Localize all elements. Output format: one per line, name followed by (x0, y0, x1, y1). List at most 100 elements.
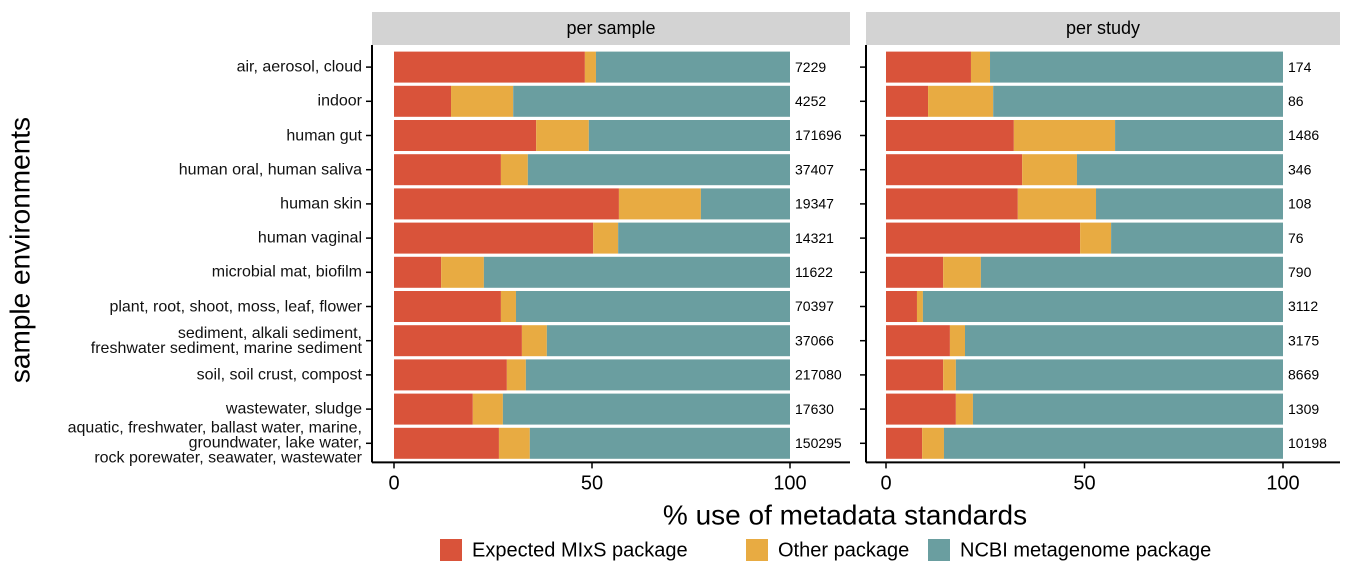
bar-segment (886, 222, 1081, 254)
y-tick-label: air, aerosol, cloud (236, 58, 362, 76)
bar-segment (506, 359, 526, 391)
bar-segment (546, 325, 790, 357)
count-label: 108 (1288, 196, 1312, 212)
bar-segment (498, 427, 530, 459)
bar-segment (451, 85, 514, 117)
bar-segment (527, 154, 790, 186)
strip (372, 12, 850, 45)
count-label: 217080 (795, 367, 842, 383)
bar-segment (536, 120, 589, 151)
bar-segment (955, 393, 973, 425)
bar-segment (700, 188, 790, 220)
legend-label: NCBI metagenome package (960, 539, 1211, 561)
bar-segment (886, 291, 917, 322)
y-tick-label: microbial mat, biofilm (211, 263, 362, 281)
panel-title: per study (1066, 18, 1140, 38)
count-label: 11622 (795, 264, 833, 280)
y-tick-label: human vaginal (257, 229, 362, 247)
bar-segment (394, 188, 619, 220)
y-tick-label: aquatic, freshwater, ballast water, mari… (67, 419, 362, 467)
bar-segment (593, 222, 619, 254)
y-tick-label: human oral, human saliva (178, 161, 362, 179)
y-tick-label: wastewater, sludge (225, 400, 362, 418)
y-tick-label: sediment, alkali sediment, freshwater se… (90, 324, 362, 357)
bar-segment (922, 291, 1283, 322)
bar-segment (928, 85, 994, 117)
bar-segment (521, 325, 547, 357)
bar-segment (394, 427, 499, 459)
bar-segment (584, 51, 596, 83)
legend-swatch (746, 539, 768, 561)
bar-segment (886, 325, 950, 357)
bar-segment (886, 154, 1023, 186)
bar-segment (1111, 222, 1283, 254)
bar-segment (886, 393, 956, 425)
bar-segment (1013, 120, 1116, 151)
bar-segment (886, 51, 971, 83)
bar-segment (515, 291, 790, 322)
bar-segment (972, 393, 1283, 425)
count-label: 171696 (795, 127, 842, 143)
bar-segment (525, 359, 790, 391)
bar-segment (394, 85, 452, 117)
bar-segment (1017, 188, 1097, 220)
count-label: 37407 (795, 161, 834, 177)
bar-segment (886, 120, 1014, 151)
x-tick-label: 50 (581, 473, 603, 495)
y-tick-label: soil, soil crust, compost (196, 366, 362, 384)
x-axis-title: % use of metadata standards (663, 499, 1027, 530)
count-label: 790 (1288, 264, 1312, 280)
bar-segment (1115, 120, 1283, 151)
bar-segment (500, 154, 528, 186)
bar-segment (394, 325, 522, 357)
bar-segment (955, 359, 1283, 391)
count-label: 150295 (795, 435, 842, 451)
bar-segment (965, 325, 1283, 357)
count-label: 4252 (795, 93, 826, 109)
count-label: 346 (1288, 161, 1312, 177)
bar-segment (595, 51, 790, 83)
legend-swatch (440, 539, 462, 561)
y-tick-label: human gut (286, 127, 362, 144)
bar-segment (1076, 154, 1283, 186)
count-label: 14321 (795, 230, 834, 246)
count-label: 1486 (1288, 127, 1319, 143)
count-label: 37066 (795, 332, 834, 348)
panel-title: per sample (566, 18, 655, 38)
count-label: 76 (1288, 230, 1304, 246)
bar-segment (394, 120, 537, 151)
legend-label: Other package (778, 539, 909, 561)
count-label: 19347 (795, 196, 834, 212)
bar-segment (394, 359, 507, 391)
x-tick-label: 0 (388, 473, 399, 495)
bar-segment (513, 85, 790, 117)
y-tick-label: indoor (317, 92, 362, 110)
bar-segment (943, 427, 1283, 459)
legend-swatch (928, 539, 950, 561)
bar-segment (394, 291, 501, 322)
y-tick-label: plant, root, shoot, moss, leaf, flower (109, 298, 362, 315)
bar-segment (990, 51, 1283, 83)
x-tick-label: 100 (773, 473, 806, 495)
bar-segment (916, 291, 923, 322)
bar-segment (949, 325, 966, 357)
count-label: 1309 (1288, 401, 1319, 417)
legend-label: Expected MIxS package (472, 539, 688, 561)
count-label: 3175 (1288, 332, 1319, 348)
count-label: 174 (1288, 59, 1312, 75)
bar-segment (886, 256, 944, 288)
count-label: 17630 (795, 401, 834, 417)
count-label: 8669 (1288, 367, 1319, 383)
bar-segment (943, 359, 956, 391)
strip (866, 12, 1340, 45)
y-tick-label: human skin (280, 195, 362, 213)
x-tick-label: 100 (1266, 473, 1299, 495)
bar-segment (394, 222, 594, 254)
y-axis-title: sample environments (4, 117, 35, 383)
bar-segment (886, 188, 1018, 220)
bar-segment (472, 393, 503, 425)
x-tick-label: 0 (880, 473, 891, 495)
bar-segment (1022, 154, 1077, 186)
bar-segment (943, 256, 981, 288)
